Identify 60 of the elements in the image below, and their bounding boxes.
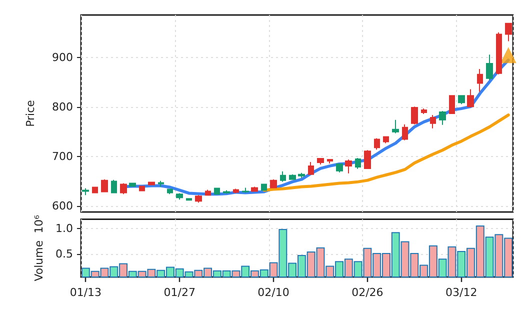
candlestick — [383, 136, 389, 144]
candlestick — [289, 174, 296, 180]
candlestick — [449, 94, 455, 114]
candlestick — [251, 186, 258, 192]
candlestick — [270, 178, 277, 189]
candlestick — [392, 119, 399, 134]
candlestick — [120, 182, 127, 195]
x-tick-label: 02/26 — [352, 286, 384, 299]
candlestick — [486, 54, 493, 80]
candlestick — [158, 180, 164, 188]
candlestick — [439, 110, 446, 126]
candlestick — [223, 190, 230, 194]
y-tick-label: 0.5 — [56, 248, 73, 261]
candlestick — [233, 188, 239, 194]
x-tick-label: 01/13 — [70, 286, 102, 299]
x-tick-label: 02/10 — [258, 286, 290, 299]
y-tick-label: 600 — [52, 200, 73, 213]
candlestick — [477, 68, 483, 92]
candlestick — [467, 88, 474, 108]
candlestick — [364, 150, 371, 170]
candlestick — [421, 108, 427, 114]
candlestick — [176, 192, 183, 200]
candlestick — [92, 186, 98, 194]
candlestick — [129, 182, 136, 188]
candlestick — [374, 138, 380, 150]
candlestick — [82, 188, 89, 196]
candlestick — [148, 181, 155, 186]
candlestick — [317, 158, 324, 165]
candlestick — [298, 172, 305, 178]
candlestick — [411, 106, 418, 125]
y-tick-label: 1.0 — [56, 222, 73, 235]
y-axis-title: Price — [24, 100, 37, 127]
candlestick — [101, 178, 108, 193]
candlestick — [430, 114, 436, 129]
y-tick-label: 900 — [52, 51, 73, 64]
y-tick-label: 700 — [52, 150, 73, 164]
candlestick — [308, 162, 314, 176]
candlestick — [458, 94, 465, 105]
candlestick — [402, 124, 408, 141]
candlestick — [355, 158, 361, 170]
candlestick — [139, 185, 145, 192]
candlestick — [111, 179, 117, 194]
candlestick — [186, 198, 192, 202]
candlestick — [261, 183, 267, 192]
candlestick — [345, 159, 352, 174]
candlestick — [195, 194, 202, 204]
candlestick — [214, 187, 220, 196]
candlestick — [280, 170, 286, 182]
candlestick — [205, 189, 211, 196]
candlestick — [242, 187, 249, 194]
candlestick — [336, 162, 343, 173]
candlestick — [496, 32, 502, 75]
y-tick-label: 800 — [52, 100, 73, 114]
line-series — [262, 113, 510, 192]
candlestick — [327, 158, 333, 164]
x-tick-label: 01/27 — [164, 286, 196, 299]
candlestick — [505, 22, 512, 42]
candlestick — [167, 188, 173, 195]
x-tick-label: 03/12 — [445, 286, 478, 299]
y-axis-title: Volume 10⁶ — [32, 214, 46, 282]
